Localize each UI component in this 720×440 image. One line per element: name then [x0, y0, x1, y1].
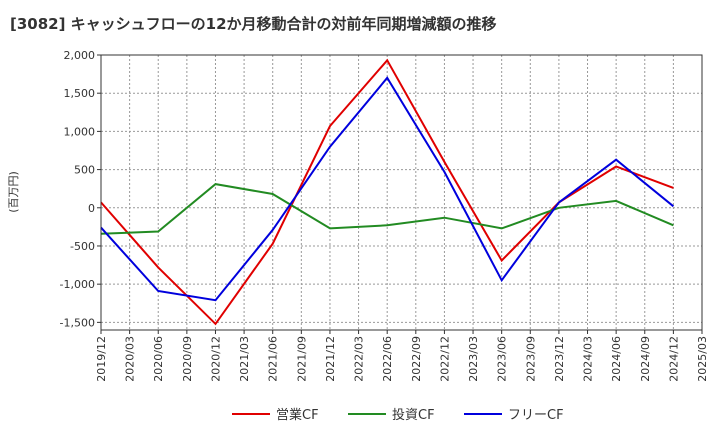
x-tick-label: 2024/12	[667, 336, 680, 382]
series-line-1	[100, 183, 674, 235]
y-tick-label: 0	[88, 202, 95, 215]
x-tick-label: 2022/06	[381, 336, 394, 382]
y-tick-label: 2,000	[64, 49, 96, 62]
x-tick-label: 2021/06	[267, 336, 280, 382]
x-tick-label: 2020/06	[152, 336, 165, 382]
x-tick-label: 2019/12	[95, 336, 108, 382]
x-tick-label: 2023/09	[524, 336, 537, 382]
x-tick-label: 2022/12	[438, 336, 451, 382]
y-axis: 2,000 1,500 1,000 500 0 -500 -1,000 -1,500	[60, 49, 101, 329]
x-axis: 2019/12 2020/03 2020/06 2020/09 2020/12 2021/…	[95, 330, 709, 382]
x-tick-label: 2024/09	[639, 336, 652, 382]
chart-title: [3082] キャッシュフローの12か月移動合計の対前年同期増減額の推移	[10, 15, 497, 33]
x-tick-label: 2023/12	[553, 336, 566, 382]
legend-label-2: フリーCF	[508, 408, 564, 423]
y-tick-label: -1,000	[60, 278, 95, 291]
x-tick-label: 2024/06	[610, 336, 623, 382]
x-tick-label: 2020/09	[181, 336, 194, 382]
legend-label-1: 投資CF	[392, 407, 435, 423]
x-tick-label: 2021/12	[324, 336, 337, 382]
x-tick-label: 2025/03	[696, 336, 709, 382]
series-line-2	[100, 76, 675, 302]
plot-frame	[100, 54, 703, 331]
x-tick-label: 2024/03	[582, 336, 595, 382]
y-tick-label: 1,000	[64, 125, 96, 138]
y-tick-label: -500	[70, 240, 95, 253]
series-line-0	[100, 58, 674, 326]
x-tick-label: 2023/06	[496, 336, 509, 382]
x-tick-label: 2021/03	[238, 336, 251, 382]
y-tick-label: 1,500	[64, 87, 96, 100]
x-tick-label: 2020/03	[124, 336, 137, 382]
grid-lines	[101, 54, 702, 330]
x-tick-label: 2021/09	[295, 336, 308, 382]
x-tick-label: 2020/12	[209, 336, 222, 382]
legend: 営業CF 投資CF フリーCF	[232, 407, 564, 423]
series-lines	[100, 58, 675, 326]
legend-label-0: 営業CF	[276, 407, 319, 423]
y-axis-label: (百万円)	[7, 171, 20, 213]
x-tick-label: 2022/03	[353, 336, 366, 382]
y-tick-label: -1,500	[60, 316, 95, 329]
y-tick-label: 500	[74, 164, 95, 177]
x-tick-label: 2022/09	[410, 336, 423, 382]
x-tick-label: 2023/03	[467, 336, 480, 382]
